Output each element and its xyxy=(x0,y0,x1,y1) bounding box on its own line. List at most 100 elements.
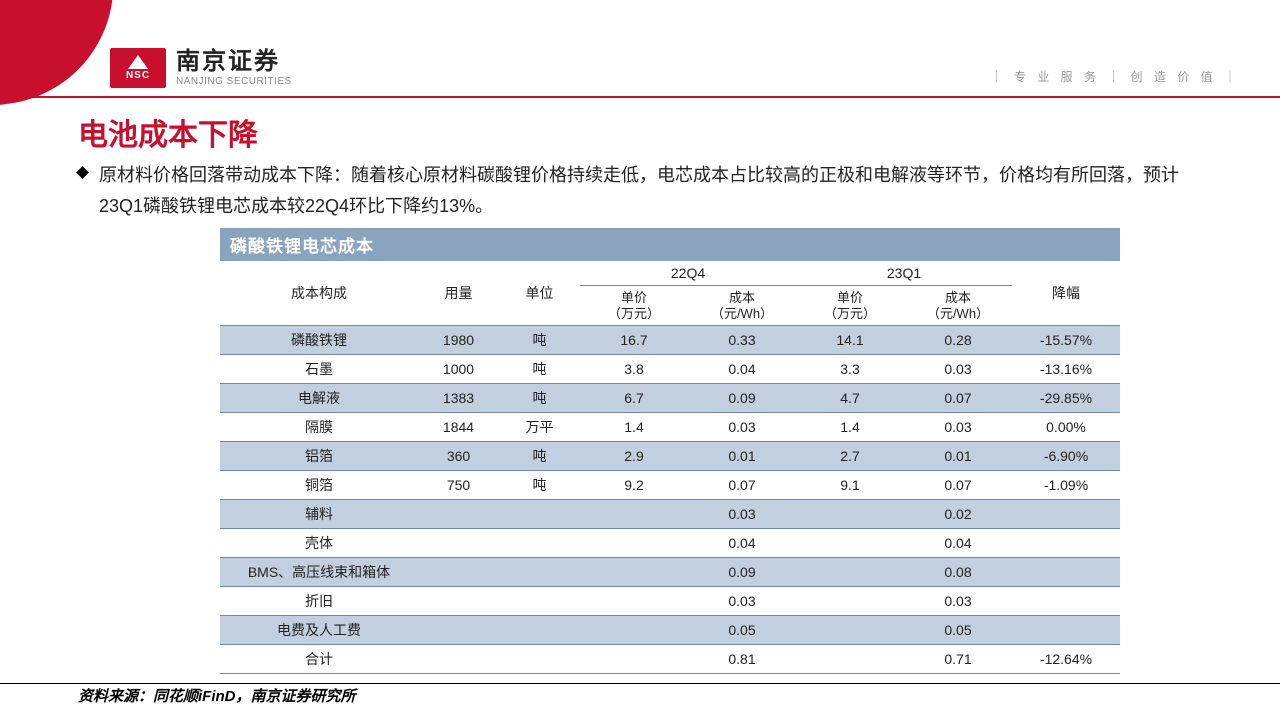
table-cell xyxy=(580,529,688,558)
table-cell xyxy=(499,587,580,616)
table-cell: -29.85% xyxy=(1012,384,1120,413)
bullet-block: 原材料价格回落带动成本下降：随着核心原材料碳酸锂价格持续走低，电芯成本占比较高的… xyxy=(78,160,1210,221)
table-cell: 0.33 xyxy=(688,326,796,355)
table-cell: 0.07 xyxy=(688,471,796,500)
table-cell xyxy=(796,529,904,558)
table-cell: 1980 xyxy=(418,326,499,355)
table-cell xyxy=(580,587,688,616)
table-cell xyxy=(418,529,499,558)
table-cell: 6.7 xyxy=(580,384,688,413)
table-cell xyxy=(1012,529,1120,558)
table-cell: 14.1 xyxy=(796,326,904,355)
table-cell: 0.03 xyxy=(688,413,796,442)
table-row: 壳体0.040.04 xyxy=(220,529,1120,558)
table-cell xyxy=(499,529,580,558)
table-cell: 0.03 xyxy=(904,587,1012,616)
table-cell: 0.03 xyxy=(904,413,1012,442)
table-cell: 3.3 xyxy=(796,355,904,384)
bullet-text: 原材料价格回落带动成本下降：随着核心原材料碳酸锂价格持续走低，电芯成本占比较高的… xyxy=(99,160,1210,221)
table-cell: 辅料 xyxy=(220,500,418,529)
table-cell: 铝箔 xyxy=(220,442,418,471)
table-cell: 折旧 xyxy=(220,587,418,616)
table-cell xyxy=(418,558,499,587)
col-23q1-price: 单价（万元） xyxy=(796,286,904,326)
table-cell: 0.03 xyxy=(688,500,796,529)
header: NSC 南京证券 NANJING SECURITIES xyxy=(110,48,292,88)
table-cell: 1000 xyxy=(418,355,499,384)
table-cell: 0.01 xyxy=(688,442,796,471)
table-cell: 隔膜 xyxy=(220,413,418,442)
col-component: 成本构成 xyxy=(220,261,418,326)
table-cell xyxy=(418,587,499,616)
table-row: 辅料0.030.02 xyxy=(220,500,1120,529)
table-cell: 1.4 xyxy=(796,413,904,442)
col-group-23q1: 23Q1 xyxy=(796,261,1012,286)
table-cell xyxy=(796,587,904,616)
table-cell xyxy=(580,500,688,529)
table-cell: 1844 xyxy=(418,413,499,442)
table-cell: -1.09% xyxy=(1012,471,1120,500)
logo-abbrev: NSC xyxy=(126,70,150,81)
col-22q4-cost: 成本（元/Wh） xyxy=(688,286,796,326)
table-cell: 1383 xyxy=(418,384,499,413)
table-row: 磷酸铁锂1980吨16.70.3314.10.28-15.57% xyxy=(220,326,1120,355)
table-cell xyxy=(418,645,499,674)
table-cell xyxy=(499,616,580,645)
table-cell: 4.7 xyxy=(796,384,904,413)
table-cell: 吨 xyxy=(499,355,580,384)
table-row: 隔膜1844万平1.40.031.40.030.00% xyxy=(220,413,1120,442)
table-cell xyxy=(580,616,688,645)
table-cell xyxy=(418,500,499,529)
bullet-icon xyxy=(76,166,89,179)
table-cell: 2.9 xyxy=(580,442,688,471)
table-row: 铜箔750吨9.20.079.10.07-1.09% xyxy=(220,471,1120,500)
table-cell: 0.04 xyxy=(904,529,1012,558)
table-cell: 0.05 xyxy=(904,616,1012,645)
table-cell: 石墨 xyxy=(220,355,418,384)
logo-text: 南京证券 NANJING SECURITIES xyxy=(176,50,292,87)
table-cell: 0.07 xyxy=(904,384,1012,413)
table-cell: 0.04 xyxy=(688,355,796,384)
table-cell: 0.03 xyxy=(904,355,1012,384)
slogan: ｜ 专 业 服 务 ｜ 创 造 价 值 ｜ xyxy=(991,68,1240,85)
table-cell: 0.09 xyxy=(688,558,796,587)
table-cell xyxy=(499,558,580,587)
table-cell xyxy=(796,645,904,674)
table-cell: 0.03 xyxy=(688,587,796,616)
table-cell xyxy=(580,645,688,674)
table-cell: -15.57% xyxy=(1012,326,1120,355)
table-row: 铝箔360吨2.90.012.70.01-6.90% xyxy=(220,442,1120,471)
table-cell xyxy=(796,500,904,529)
table-cell: 吨 xyxy=(499,442,580,471)
table-row: 折旧 0.03 0.03 xyxy=(220,587,1120,616)
page-title: 电池成本下降 xyxy=(78,110,258,154)
source-text: 资料来源：同花顺iFinD，南京证券研究所 xyxy=(78,685,356,706)
table-row: BMS、高压线束和箱体0.090.08 xyxy=(220,558,1120,587)
table-row: 电解液1383吨6.70.094.70.07-29.85% xyxy=(220,384,1120,413)
col-qty: 用量 xyxy=(418,261,499,326)
table-row: 合计0.810.71-12.64% xyxy=(220,645,1120,674)
table-cell: 电解液 xyxy=(220,384,418,413)
table-cell: 0.05 xyxy=(688,616,796,645)
table-cell: 1.4 xyxy=(580,413,688,442)
table-cell: 0.00% xyxy=(1012,413,1120,442)
table-cell: BMS、高压线束和箱体 xyxy=(220,558,418,587)
table-cell xyxy=(796,558,904,587)
table-cell: 750 xyxy=(418,471,499,500)
table-cell: 铜箔 xyxy=(220,471,418,500)
table-cell xyxy=(1012,500,1120,529)
table-row: 石墨1000吨3.80.043.30.03-13.16% xyxy=(220,355,1120,384)
table-cell: 吨 xyxy=(499,326,580,355)
table-cell: 万平 xyxy=(499,413,580,442)
table-cell: 0.01 xyxy=(904,442,1012,471)
table-cell: 磷酸铁锂 xyxy=(220,326,418,355)
table-cell: 360 xyxy=(418,442,499,471)
col-22q4-price: 单价（万元） xyxy=(580,286,688,326)
table-cell: -13.16% xyxy=(1012,355,1120,384)
table-cell: 0.28 xyxy=(904,326,1012,355)
brand-name-en: NANJING SECURITIES xyxy=(176,76,292,87)
table-row: 电费及人工费0.050.05 xyxy=(220,616,1120,645)
col-unit: 单位 xyxy=(499,261,580,326)
table-cell: 16.7 xyxy=(580,326,688,355)
footer-rule xyxy=(0,683,1280,684)
